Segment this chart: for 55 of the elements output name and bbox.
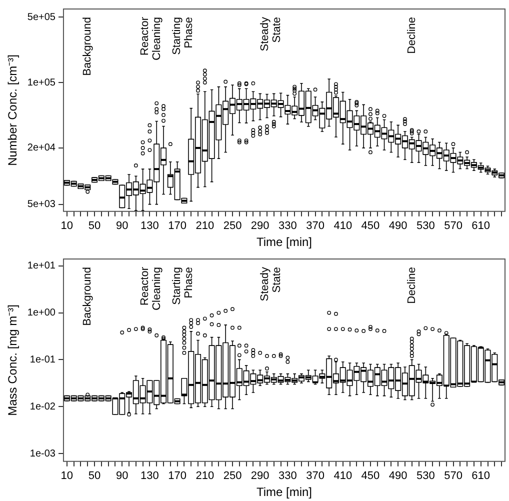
annotation: Starting Phase [170, 17, 195, 55]
annotation: Decline [406, 17, 418, 54]
x-axis-title: Time [min] [256, 235, 312, 250]
annotation: Steady State [259, 16, 284, 52]
x-tick-label: 90 [116, 220, 128, 232]
x-tick-label: 610 [472, 220, 490, 232]
y-tick-label: 1e+05 [27, 77, 56, 88]
annotation: Reactor Cleaning [139, 16, 164, 60]
x-tick-label: 490 [388, 470, 408, 482]
x-tick-label: 370 [306, 220, 324, 232]
y-tick-label: 1e+00 [27, 308, 56, 319]
x-tick-label: 50 [88, 470, 101, 482]
y-tick-label: 5e+03 [27, 199, 56, 210]
x-tick-label: 210 [196, 470, 214, 482]
x-tick-label: 50 [88, 220, 101, 232]
x-tick-label: 90 [116, 470, 128, 482]
x-tick-label: 330 [278, 220, 297, 232]
x-tick-label: 170 [168, 220, 186, 232]
x-tick-label: 170 [168, 470, 186, 482]
x-tick-label: 290 [250, 220, 270, 232]
x-tick-label: 410 [334, 470, 352, 482]
annotation: Background [82, 17, 94, 76]
y-tick-label: 1e-03 [30, 448, 56, 460]
x-axis-title: Time [min] [256, 485, 312, 500]
annotation: Decline [406, 267, 418, 304]
annotation: Steady State [259, 266, 284, 302]
y-tick-label: 1e-01 [30, 354, 56, 366]
x-tick-label: 530 [416, 220, 435, 232]
y-tick-label: 5e+05 [27, 12, 56, 23]
x-tick-label: 130 [140, 220, 159, 232]
x-tick-label: 130 [140, 470, 159, 482]
y-tick-label: 2e+04 [27, 142, 56, 154]
x-tick-label: 250 [223, 220, 242, 232]
annotation: Starting Phase [170, 267, 195, 305]
x-tick-label: 530 [416, 470, 435, 482]
x-tick-label: 610 [472, 470, 490, 482]
x-tick-label: 10 [60, 220, 74, 232]
y-tick-label: 1e+01 [27, 260, 56, 272]
x-tick-label: 370 [306, 470, 324, 482]
x-tick-label: 450 [361, 220, 380, 232]
y-tick-label: 1e-02 [30, 401, 56, 412]
annotation: Background [82, 267, 94, 326]
x-tick-label: 330 [278, 470, 297, 482]
x-tick-label: 410 [334, 220, 352, 232]
annotation: Reactor Cleaning [139, 266, 164, 310]
x-tick-label: 290 [250, 470, 270, 482]
x-tick-label: 10 [60, 470, 74, 482]
x-tick-label: 250 [223, 470, 242, 482]
x-tick-label: 570 [444, 220, 462, 232]
x-tick-label: 570 [444, 470, 462, 482]
y-axis-title: Number Conc. [cm⁻³] [6, 54, 20, 166]
y-axis-title: Mass Conc. [mg m⁻³] [6, 304, 20, 416]
x-tick-label: 450 [361, 470, 380, 482]
x-tick-label: 210 [196, 220, 214, 232]
x-tick-label: 490 [388, 220, 408, 232]
